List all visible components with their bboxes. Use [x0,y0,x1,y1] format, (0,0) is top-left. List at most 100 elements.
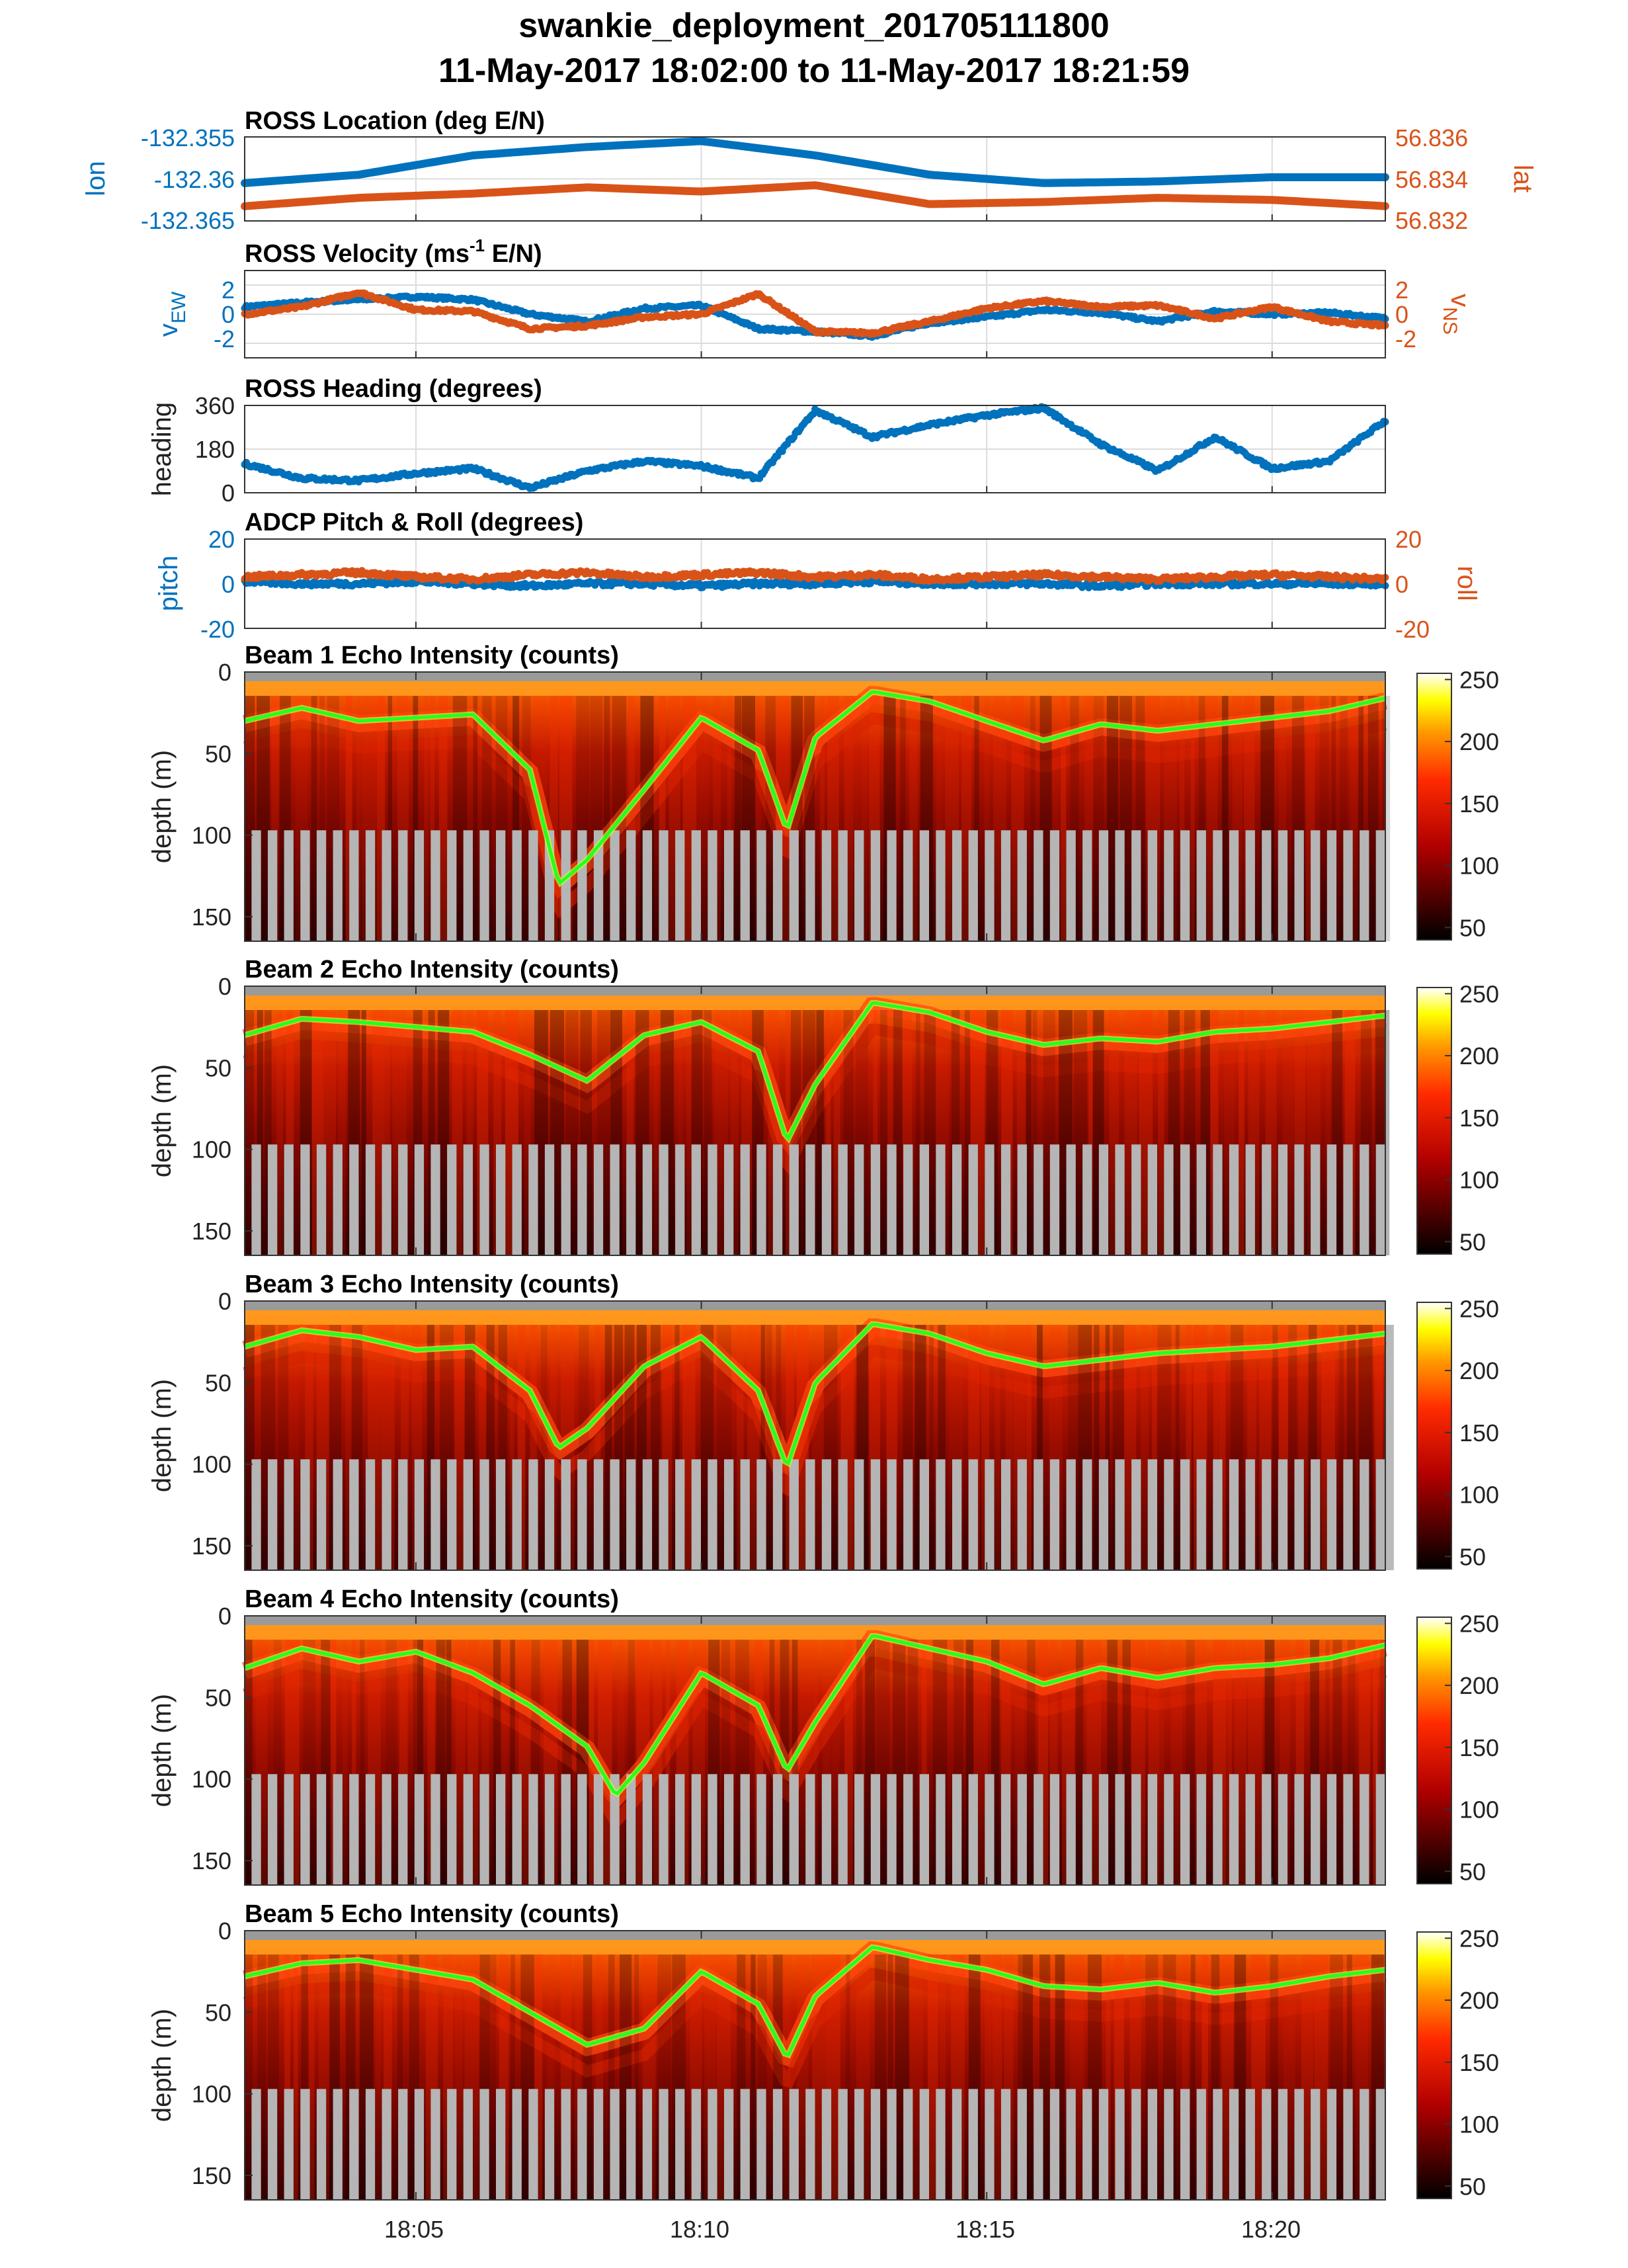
masked-stripe [642,830,653,941]
colorbar-tick: 50 [1459,2173,1486,2200]
location-ytick-left: -132.36 [154,166,235,193]
masked-stripe [1082,1144,1092,1255]
colorbar-tick: 200 [1459,1357,1499,1384]
masked-stripe [479,830,489,941]
location-ytick-right: 56.832 [1395,207,1468,234]
location-series-line [241,181,1389,210]
masked-stripe [1262,830,1272,941]
colorbar [1416,987,1452,1255]
masked-stripe [577,830,587,941]
masked-stripe [544,1459,555,1570]
masked-stripe [349,830,359,941]
masked-stripe [284,1459,294,1570]
masked-stripe [1000,1459,1011,1570]
masked-stripe [561,830,571,941]
masked-stripe [414,2089,425,2200]
masked-stripe [1360,1144,1369,1255]
masked-stripe [1034,1774,1043,1885]
masked-stripe [821,1774,832,1885]
masked-stripe [414,1144,425,1255]
echo-streak [1221,696,1229,941]
echo-streak [1158,1010,1164,1255]
colorbar-tick: 50 [1459,914,1486,941]
masked-stripe [1343,1774,1353,1885]
beam-ytick: 50 [205,740,231,767]
masked-stripe [365,1774,376,1885]
colorbar-tick: 250 [1459,666,1499,693]
masked-stripe [1245,1774,1255,1885]
colorbar-tick: 50 [1459,1543,1486,1570]
masked-stripe [936,1774,946,1885]
masked-stripe [430,1774,440,1885]
masked-stripe [1311,1459,1321,1570]
masked-stripe [838,1144,848,1255]
masked-stripe [708,830,717,941]
masked-stripe [724,830,734,941]
masked-stripe [805,1459,815,1570]
masked-stripe [1034,1459,1043,1570]
masked-stripe [1180,1774,1190,1885]
masked-stripe [593,1144,604,1255]
masked-stripe [610,830,620,941]
masked-stripe [1311,2089,1321,2200]
echo-streak [1190,696,1195,941]
masked-stripe [561,1144,571,1255]
masked-stripe [577,1459,587,1570]
masked-stripe [1229,1459,1239,1570]
masked-stripe [1131,2089,1141,2200]
masked-stripe [1229,1144,1239,1255]
masked-stripe [284,1144,294,1255]
pitchroll-ylabel-right: roll [1452,566,1481,601]
masked-stripe [952,2089,962,2200]
masked-stripe [1034,1144,1043,1255]
colorbar [1416,1617,1452,1884]
masked-stripe [1066,1774,1076,1885]
masked-stripe [1311,1774,1321,1885]
masked-stripe [414,1774,425,1885]
masked-stripe [512,1774,522,1885]
masked-stripe [821,830,832,941]
masked-stripe [512,1144,522,1255]
masked-stripe [577,1774,587,1885]
masked-stripe [740,830,750,941]
colorbar-tick: 100 [1459,1167,1499,1194]
echo-streak [653,1010,658,1255]
masked-stripe [1343,830,1353,941]
xtick-label: 18:05 [384,2216,444,2243]
masked-stripe [479,2089,489,2200]
masked-stripe [659,2089,669,2200]
masked-stripe [772,1144,783,1255]
masked-stripe [659,1144,669,1255]
masked-stripe [708,1774,717,1885]
beam-ytick: 150 [192,903,231,931]
location-ytick-right: 56.836 [1395,124,1468,151]
masked-stripe [1147,1459,1157,1570]
xtick-label: 18:10 [670,2216,729,2243]
pitchroll-panel: ADCP Pitch & Roll (degrees) 20 0 -20 20 … [154,509,1481,643]
masked-stripe [691,1774,701,1885]
masked-stripe [1262,1144,1272,1255]
masked-stripe [496,1459,506,1570]
echo-streak [245,1640,253,1885]
masked-stripe [936,1459,946,1570]
masked-stripe [1326,1459,1337,1570]
masked-stripe [854,830,864,941]
masked-stripe [382,1774,391,1885]
masked-stripe [1245,2089,1255,2200]
echo-streak [473,696,478,941]
masked-stripe [1131,1774,1141,1885]
velocity-ylabel-right: vNS [1439,294,1475,335]
masked-stripe [1278,830,1288,941]
colorbar-tick: 150 [1459,1105,1499,1132]
masked-stripe [1066,2089,1076,2200]
masked-stripe [1262,1459,1272,1570]
colorbar-tick: 250 [1459,1925,1499,1952]
masked-stripe [1326,830,1337,941]
velocity-panel: ROSS Velocity (ms-1 E/N) 2 0 -2 2 0 -2 v… [154,235,1475,358]
masked-stripe [724,1459,734,1570]
masked-stripe [268,1459,278,1570]
masked-stripe [936,2089,946,2200]
location-series-line [241,137,1389,187]
beam-title: Beam 2 Echo Intensity (counts) [245,956,619,984]
masked-stripe [789,1459,799,1570]
